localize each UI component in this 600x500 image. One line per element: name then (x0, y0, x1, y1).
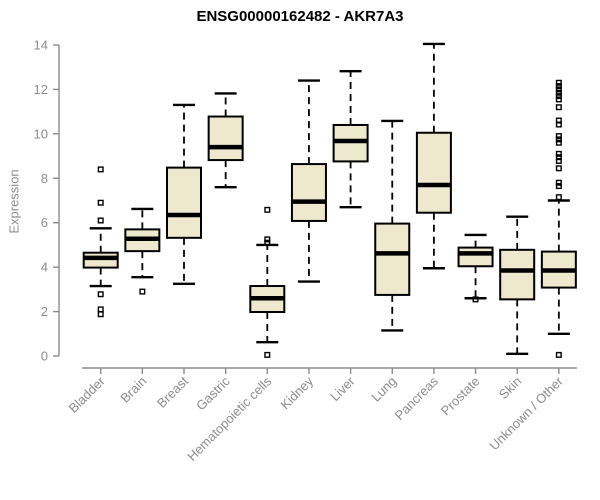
outlier-point (139, 288, 146, 295)
outlier-point (97, 291, 104, 298)
iqr-box (499, 248, 536, 301)
outlier-point (555, 139, 562, 146)
outlier-point (97, 166, 104, 173)
outlier-point (555, 183, 562, 190)
iqr-box (415, 131, 452, 214)
iqr-box (457, 246, 494, 268)
y-tick-label: 12 (34, 82, 48, 97)
x-tick-label: Brain (117, 374, 149, 406)
outlier-point (555, 194, 562, 201)
outlier-point (555, 165, 562, 172)
y-tick-label: 4 (41, 260, 48, 275)
x-tick-label: Liver (327, 373, 358, 404)
outlier-point (97, 306, 104, 313)
outlier-point (555, 154, 562, 161)
iqr-box (166, 166, 202, 239)
x-tick-label: Unknown / Other (486, 373, 566, 453)
outlier-point (555, 89, 562, 96)
box-pancreas (415, 42, 452, 270)
y-tick-label: 2 (41, 304, 48, 319)
box-liver (332, 70, 369, 209)
y-tick-label: 0 (41, 349, 48, 364)
y-tick-label: 6 (41, 215, 48, 230)
outlier-point (555, 179, 562, 186)
outlier-point (555, 93, 562, 100)
outlier-point (555, 86, 562, 93)
y-tick-label: 8 (41, 171, 48, 186)
outlier-point (264, 206, 271, 213)
box-hematopoietic-cells (249, 206, 286, 358)
chart-title: ENSG00000162482 - AKR7A3 (196, 8, 404, 25)
outlier-point (555, 150, 562, 157)
box-skin (499, 215, 536, 355)
box-unknown-other (540, 79, 577, 358)
outlier-point (555, 351, 562, 358)
y-tick-label: 10 (34, 126, 48, 141)
x-tick-label: Breast (154, 373, 191, 410)
box-lung (374, 119, 411, 332)
outlier-point (97, 217, 104, 224)
outlier-point (97, 311, 104, 318)
iqr-box (290, 163, 327, 222)
outlier-point (555, 133, 562, 140)
x-tick-label: Kidney (277, 373, 316, 412)
x-tick-label: Skin (496, 374, 524, 402)
box-prostate (457, 233, 494, 303)
iqr-box (82, 251, 119, 269)
outlier-point (555, 104, 562, 111)
outlier-point (264, 239, 271, 246)
x-tick-label: Pancreas (392, 373, 442, 423)
x-tick-label: Bladder (66, 373, 109, 416)
outlier-point (264, 236, 271, 243)
box-breast (166, 103, 202, 286)
x-tick-label: Prostate (438, 374, 483, 419)
outlier-point (97, 199, 104, 206)
outlier-point (264, 351, 271, 358)
outlier-point (555, 83, 562, 90)
outlier-point (555, 157, 562, 164)
iqr-box (374, 222, 411, 296)
box-bladder (82, 166, 119, 318)
outlier-point (555, 96, 562, 103)
x-tick-label: Gastric (193, 373, 233, 413)
box-kidney (290, 79, 327, 283)
y-tick-label: 14 (34, 38, 48, 53)
box-gastric (207, 92, 244, 189)
outlier-point (555, 136, 562, 143)
x-tick-label: Lung (368, 374, 399, 405)
y-axis: 0 2 4 6 8 10 12 14 (34, 38, 60, 364)
iqr-box (207, 115, 244, 162)
box-brain (124, 207, 161, 295)
outlier-point (555, 79, 562, 86)
outlier-point (555, 121, 562, 128)
outlier-point (472, 296, 479, 303)
